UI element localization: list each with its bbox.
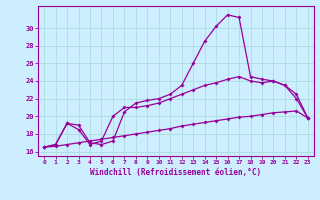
X-axis label: Windchill (Refroidissement éolien,°C): Windchill (Refroidissement éolien,°C) [91,168,261,177]
